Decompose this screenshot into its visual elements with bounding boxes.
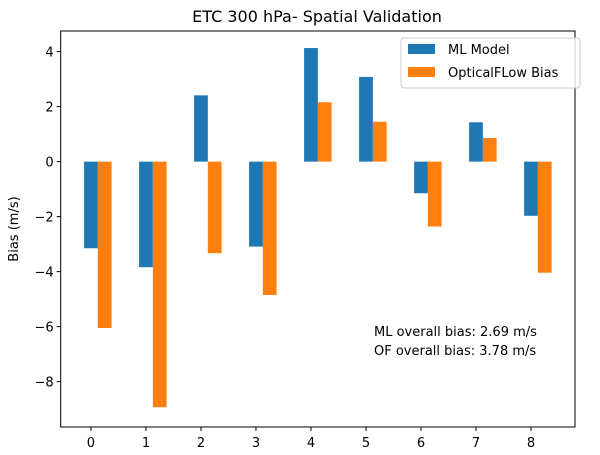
bar-ml-model-0 — [84, 161, 98, 249]
bar-opticalflow-1 — [152, 161, 167, 408]
y-tick-label: −4 — [35, 266, 54, 281]
y-tick-label: 2 — [45, 101, 53, 116]
legend-swatch-opticalflow — [408, 67, 435, 77]
bar-ml-model-6 — [414, 161, 428, 194]
x-tick-label: 7 — [472, 436, 480, 451]
y-axis-ticks: 4 2 0 −2 −4 −6 −8 — [35, 46, 61, 391]
bar-opticalflow-0 — [97, 161, 112, 328]
x-axis-ticks: 0 1 2 3 4 5 6 7 8 — [87, 427, 535, 451]
x-tick-label: 4 — [307, 436, 315, 451]
y-tick-label: −6 — [35, 321, 54, 336]
x-tick-label: 8 — [527, 436, 535, 451]
annotation-ml-bias: ML overall bias: 2.69 m/s — [374, 325, 537, 340]
y-axis-label: Bias (m/s) — [7, 196, 22, 261]
bar-opticalflow-5 — [372, 121, 387, 162]
y-tick-label: −8 — [35, 376, 54, 391]
legend-box — [400, 37, 581, 89]
legend-label-ml-model: ML Model — [448, 43, 510, 58]
bar-opticalflow-4 — [317, 102, 332, 162]
y-tick-label: −2 — [35, 211, 54, 226]
x-tick-label: 0 — [87, 436, 95, 451]
legend-label-opticalflow: OpticalFLow Bias — [448, 66, 559, 81]
bar-ml-model-3 — [249, 161, 263, 247]
x-tick-label: 6 — [417, 436, 425, 451]
bar-ml-model-4 — [304, 48, 318, 162]
x-tick-label: 5 — [362, 436, 370, 451]
chart-title: ETC 300 hPa- Spatial Validation — [192, 7, 442, 26]
bar-opticalflow-6 — [427, 161, 442, 227]
bar-ml-model-5 — [359, 76, 373, 162]
annotation-of-bias: OF overall bias: 3.78 m/s — [374, 344, 536, 359]
x-tick-label: 3 — [252, 436, 260, 451]
bar-opticalflow-7 — [482, 137, 497, 162]
legend-swatch-ml-model — [408, 44, 435, 54]
y-tick-label: 4 — [45, 46, 53, 61]
x-tick-label: 1 — [142, 436, 150, 451]
bar-ml-model-7 — [469, 122, 483, 162]
bar-opticalflow-2 — [207, 161, 222, 254]
bars-group — [84, 48, 552, 408]
bar-opticalflow-8 — [537, 161, 552, 273]
x-tick-label: 2 — [197, 436, 205, 451]
bar-ml-model-2 — [194, 95, 208, 162]
bar-ml-model-1 — [139, 161, 153, 268]
bar-opticalflow-3 — [262, 161, 277, 295]
plot-frame — [60, 30, 576, 428]
bar-ml-model-8 — [524, 161, 538, 216]
legend: ML Model OpticalFLow Bias — [400, 37, 581, 89]
y-tick-label: 0 — [45, 156, 53, 171]
